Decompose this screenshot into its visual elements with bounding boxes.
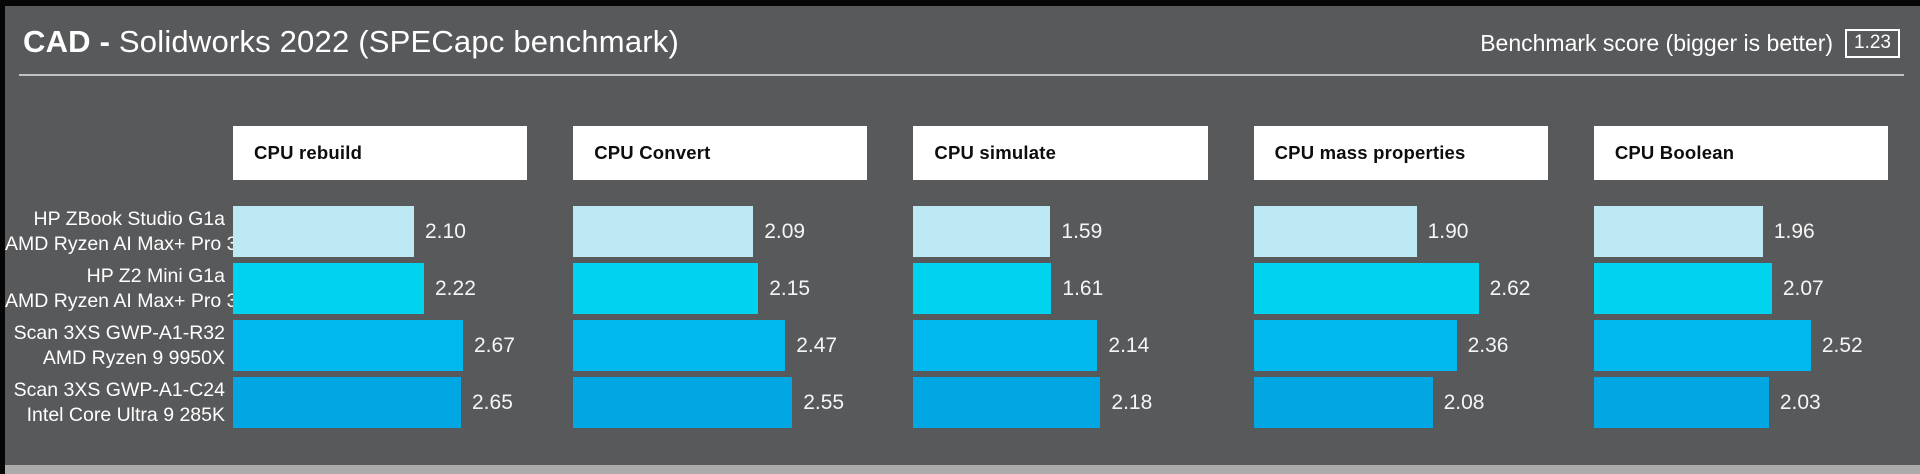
system-label: Scan 3XS GWP-A1-C24 Intel Core Ultra 9 28… [5, 377, 233, 428]
header-divider [19, 74, 1904, 76]
panel-title: CPU simulate [913, 126, 1208, 180]
system-cpu: AMD Ryzen 9 9950X [42, 346, 225, 369]
bar-row: 2.08 [1253, 377, 1548, 428]
bar-value: 2.14 [1108, 333, 1150, 357]
bar-row: 2.55 [573, 377, 867, 428]
bar-value: 2.47 [796, 333, 838, 357]
bottom-edge [5, 465, 1920, 474]
panel-title: CPU mass properties [1253, 126, 1548, 180]
bar-value: 2.10 [425, 219, 466, 243]
bar [573, 320, 786, 371]
bar [1593, 320, 1811, 371]
bar-value: 2.03 [1779, 390, 1821, 414]
bar [233, 377, 461, 428]
bar [1593, 263, 1772, 314]
system-cpu: Intel Core Ultra 9 285K [26, 403, 225, 426]
bar [1253, 206, 1417, 257]
bar-value: 2.18 [1111, 390, 1153, 414]
bar [573, 206, 754, 257]
system-label: HP Z2 Mini G1a AMD Ryzen AI Max+ Pro 395 [5, 263, 260, 314]
bar [1593, 206, 1763, 257]
page-title-category: CAD - [23, 24, 111, 59]
bar [1593, 377, 1769, 428]
bar-row: 2.15 [573, 263, 867, 314]
bar [913, 263, 1052, 314]
score-note-text: Benchmark score (bigger is better) [1480, 30, 1834, 56]
page-title-rest: Solidworks 2022 (SPECapc benchmark) [110, 24, 680, 59]
bar [1253, 263, 1479, 314]
bar-row: 1.61 [913, 263, 1207, 314]
bar [233, 206, 414, 257]
system-name: Scan 3XS GWP-A1-R32 [13, 321, 225, 344]
bar-value: 1.61 [1062, 276, 1104, 300]
bar [913, 320, 1098, 371]
bar-row: 2.09 [573, 206, 867, 257]
bar-row: 2.18 [913, 377, 1207, 428]
bar-value: 2.07 [1782, 276, 1824, 300]
bar-value: 2.15 [769, 276, 811, 300]
bar-row: 2.14 [913, 320, 1207, 371]
bar-value: 2.65 [472, 390, 513, 414]
panel-title: CPU rebuild [233, 126, 528, 180]
chart-panel-cpu-mass-properties: CPU mass properties 1.90 2.62 2.36 2.08 [1253, 126, 1594, 434]
chart-panel-cpu-convert: CPU Convert 2.09 2.15 2.47 2.55 [573, 126, 913, 434]
bar [573, 263, 759, 314]
bar-row: 2.22 [233, 263, 527, 314]
chart-panel-cpu-simulate: CPU simulate 1.59 1.61 2.14 2.18 [913, 126, 1253, 434]
bar [233, 263, 424, 314]
bar-row: 2.03 [1593, 377, 1888, 428]
panel-title: CPU Boolean [1593, 126, 1889, 180]
reference-score-badge: 1.23 [1845, 29, 1900, 58]
bar-value: 2.67 [474, 333, 515, 357]
bar-value: 2.55 [803, 390, 845, 414]
bar-row: 2.62 [1253, 263, 1548, 314]
bar-value: 1.59 [1061, 219, 1103, 243]
bar-row: 2.10 [233, 206, 527, 257]
system-name: HP Z2 Mini G1a [86, 264, 225, 287]
bar-row: 2.07 [1593, 263, 1888, 314]
system-name: Scan 3XS GWP-A1-C24 [13, 378, 225, 401]
chart-panel-cpu-boolean: CPU Boolean 1.96 2.07 2.52 2.03 [1593, 126, 1920, 434]
bar-row: 2.36 [1253, 320, 1548, 371]
bar-value: 2.08 [1443, 390, 1485, 414]
bar-row: 2.67 [233, 320, 527, 371]
bar-row: 2.65 [233, 377, 527, 428]
bar-value: 2.52 [1821, 333, 1863, 357]
bar [913, 206, 1051, 257]
bar-row: 2.47 [573, 320, 867, 371]
bar-value: 2.22 [435, 276, 476, 300]
system-label: Scan 3XS GWP-A1-R32 AMD Ryzen 9 9950X [5, 320, 233, 371]
bar-value: 2.62 [1489, 276, 1531, 300]
bar-value: 2.09 [764, 219, 806, 243]
bar-value: 1.90 [1427, 219, 1469, 243]
bar [1253, 320, 1457, 371]
bar [573, 377, 793, 428]
bar-row: 1.90 [1253, 206, 1548, 257]
system-labels-column: HP ZBook Studio G1a AMD Ryzen AI Max+ Pro… [5, 126, 260, 434]
system-cpu: AMD Ryzen AI Max+ Pro 395 [5, 289, 260, 312]
system-name: HP ZBook Studio G1a [33, 207, 226, 230]
chart-header: CAD - Solidworks 2022 (SPECapc benchmark… [5, 6, 1920, 60]
bar [233, 320, 463, 371]
panel-title: CPU Convert [573, 126, 868, 180]
bar [913, 377, 1101, 428]
system-label: HP ZBook Studio G1a AMD Ryzen AI Max+ Pro… [5, 206, 260, 257]
bar-row: 1.96 [1593, 206, 1888, 257]
bar-value: 2.36 [1467, 333, 1509, 357]
bar-row: 2.52 [1593, 320, 1888, 371]
system-cpu: AMD Ryzen AI Max+ Pro 395 [5, 232, 260, 255]
benchmark-score-note: Benchmark score (bigger is better) 1.23 [1480, 29, 1900, 60]
bar [1253, 377, 1433, 428]
page-title: CAD - Solidworks 2022 (SPECapc benchmark… [23, 24, 679, 60]
bar-row: 1.59 [913, 206, 1207, 257]
bar-value: 1.96 [1773, 219, 1815, 243]
bar-chart: HP ZBook Studio G1a AMD Ryzen AI Max+ Pro… [5, 126, 1920, 434]
chart-panel-cpu-rebuild: CPU rebuild 2.10 2.22 2.67 2.65 [233, 126, 573, 434]
